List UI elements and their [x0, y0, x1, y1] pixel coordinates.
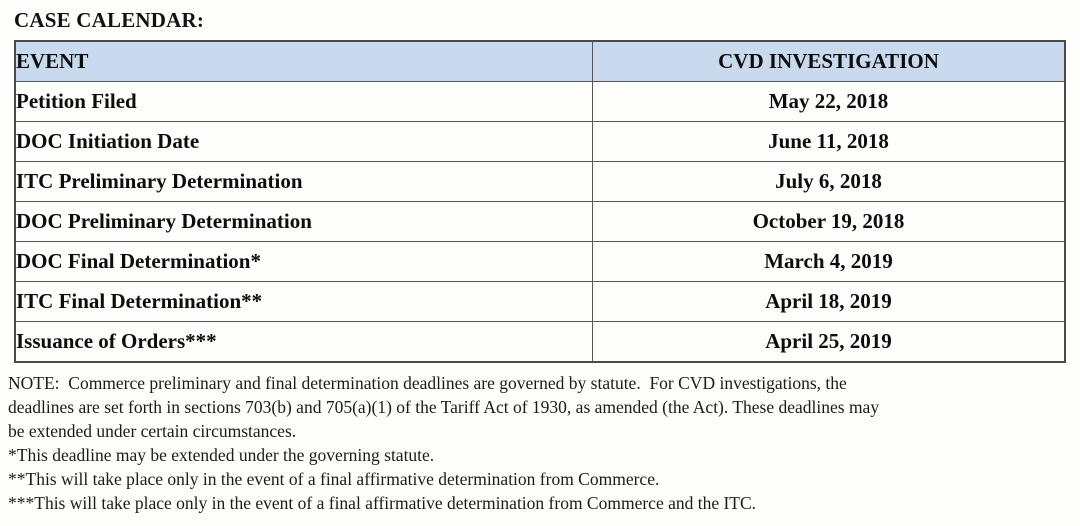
footnote-single-asterisk: *This deadline may be extended under the… [8, 445, 435, 465]
event-cell: Issuance of Orders*** [14, 321, 593, 363]
date-cell: March 4, 2019 [592, 241, 1066, 282]
date-cell: June 11, 2018 [592, 121, 1066, 162]
column-header-event: EVENT [14, 40, 593, 82]
event-cell: DOC Initiation Date [14, 121, 593, 162]
table-row: DOC Initiation Date June 11, 2018 [14, 121, 1066, 162]
notes-block: NOTE: Commerce preliminary and final det… [8, 371, 1074, 515]
case-calendar-table: EVENT CVD INVESTIGATION Petition Filed M… [14, 40, 1066, 363]
table-row: DOC Preliminary Determination October 19… [14, 201, 1066, 242]
event-cell: DOC Final Determination* [14, 241, 593, 282]
table-row: Petition Filed May 22, 2018 [14, 81, 1066, 122]
table-row: ITC Final Determination** April 18, 2019 [14, 281, 1066, 322]
date-cell: October 19, 2018 [592, 201, 1066, 242]
date-cell: April 18, 2019 [592, 281, 1066, 322]
event-cell: DOC Preliminary Determination [14, 201, 593, 242]
column-header-cvd-investigation: CVD INVESTIGATION [592, 40, 1066, 82]
note-line: NOTE: Commerce preliminary and final det… [8, 373, 847, 393]
page-title: CASE CALENDAR: [14, 8, 205, 32]
table-header-row: EVENT CVD INVESTIGATION [14, 40, 1066, 82]
table-row: ITC Preliminary Determination July 6, 20… [14, 161, 1066, 202]
table-row: Issuance of Orders*** April 25, 2019 [14, 321, 1066, 363]
note-line: be extended under certain circumstances. [8, 421, 297, 441]
footnote-triple-asterisk: ***This will take place only in the even… [8, 493, 757, 513]
table-row: DOC Final Determination* March 4, 2019 [14, 241, 1066, 282]
event-cell: Petition Filed [14, 81, 593, 122]
date-cell: May 22, 2018 [592, 81, 1066, 122]
event-cell: ITC Preliminary Determination [14, 161, 593, 202]
event-cell: ITC Final Determination** [14, 281, 593, 322]
footnote-double-asterisk: **This will take place only in the event… [8, 469, 660, 489]
date-cell: April 25, 2019 [592, 321, 1066, 363]
date-cell: July 6, 2018 [592, 161, 1066, 202]
note-line: deadlines are set forth in sections 703(… [8, 397, 880, 417]
